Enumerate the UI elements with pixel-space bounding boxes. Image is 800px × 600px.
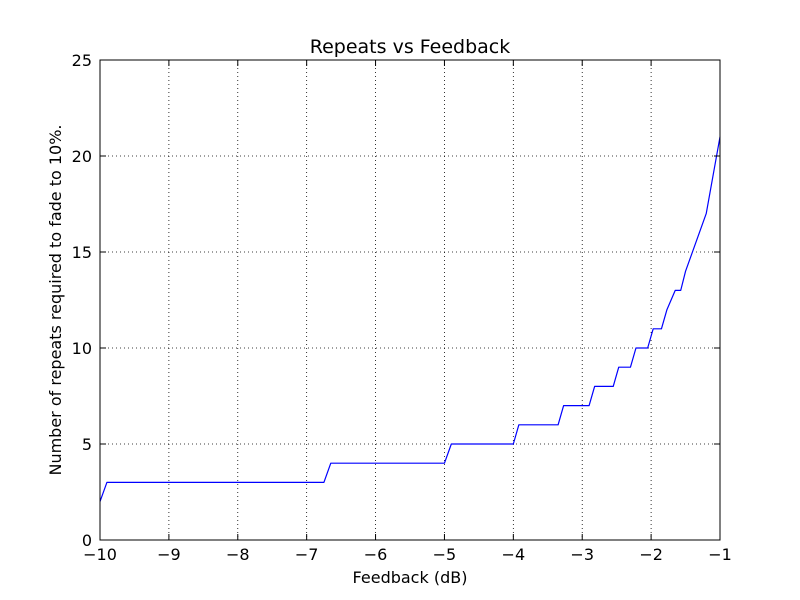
x-tick-label: −3 [570, 545, 594, 564]
y-tick-label: 10 [72, 339, 92, 358]
y-tick-label: 5 [82, 435, 92, 454]
y-tick-label: 20 [72, 147, 92, 166]
series-layer [99, 136, 721, 502]
x-tick-label: −7 [295, 545, 319, 564]
x-tick-label: −6 [364, 545, 388, 564]
x-tick-label: −10 [83, 545, 117, 564]
x-tick-label: −4 [502, 545, 526, 564]
chart-title: Repeats vs Feedback [310, 36, 510, 58]
y-axis-label: Number of repeats required to fade to 10… [46, 124, 65, 475]
x-tick-label: −2 [639, 545, 663, 564]
x-axis-label: Feedback (dB) [353, 568, 468, 587]
y-tick-label: 25 [72, 51, 92, 70]
plot-frame [99, 59, 721, 541]
y-tick-label: 0 [82, 531, 92, 550]
x-tick-label: −1 [708, 545, 732, 564]
axis-ticks [99, 59, 721, 541]
x-tick-label: −8 [226, 545, 250, 564]
x-tick-label: −5 [433, 545, 457, 564]
series-line [99, 136, 721, 502]
x-tick-label: −9 [157, 545, 181, 564]
y-tick-label: 15 [72, 243, 92, 262]
